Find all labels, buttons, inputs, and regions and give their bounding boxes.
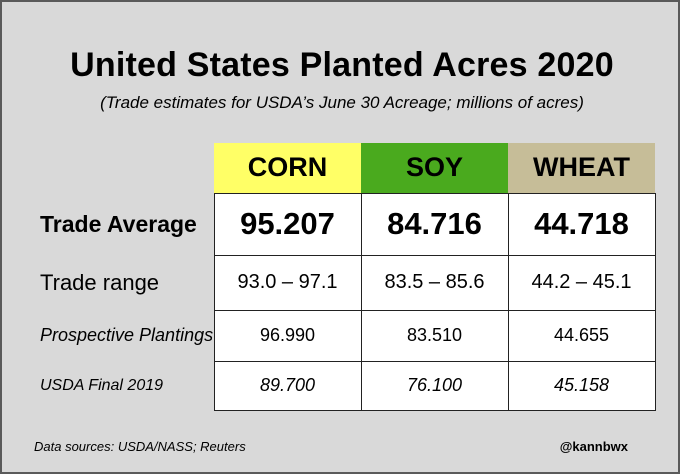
table-row-prospective-plantings: Prospective Plantings 96.990 83.510 44.6… [32,309,656,362]
column-header-soy: SOY [361,143,508,193]
author-handle: @kannbwx [559,439,628,454]
cell-usda-final-2019-soy: 76.100 [360,360,509,411]
cell-trade-range-wheat: 44.2 – 45.1 [507,254,656,311]
table-header-row: CORN SOY WHEAT [32,143,655,193]
data-source-note: Data sources: USDA/NASS; Reuters [34,439,246,454]
header-corner [32,143,214,193]
cell-trade-average-corn: 95.207 [213,192,362,256]
cell-trade-range-corn: 93.0 – 97.1 [213,254,362,311]
row-label-usda-final-2019: USDA Final 2019 [40,376,164,394]
table-row-trade-range: Trade range 93.0 – 97.1 83.5 – 85.6 44.2… [32,254,656,311]
column-header-corn: CORN [214,143,361,193]
page-subtitle: (Trade estimates for USDA’s June 30 Acre… [100,93,584,112]
cell-prospective-plantings-corn: 96.990 [213,309,362,362]
cell-usda-final-2019-wheat: 45.158 [507,360,656,411]
cell-trade-average-wheat: 44.718 [507,192,656,256]
column-header-wheat: WHEAT [508,143,655,193]
cell-usda-final-2019-corn: 89.700 [213,360,362,411]
cell-trade-range-soy: 83.5 – 85.6 [360,254,509,311]
cell-trade-average-soy: 84.716 [360,192,509,256]
cell-prospective-plantings-wheat: 44.655 [507,309,656,362]
row-label-prospective-plantings: Prospective Plantings [40,325,214,345]
cell-prospective-plantings-soy: 83.510 [360,309,509,362]
acreage-table: CORN SOY WHEAT Trade Average 95.207 84.7… [32,143,656,411]
row-label-trade-average: Trade Average [40,210,197,237]
table-row-trade-average: Trade Average 95.207 84.716 44.718 [32,192,656,256]
table-row-usda-final-2019: USDA Final 2019 89.700 76.100 45.158 [32,360,656,411]
page-title: United States Planted Acres 2020 [70,46,614,84]
row-label-trade-range: Trade range [40,269,160,295]
